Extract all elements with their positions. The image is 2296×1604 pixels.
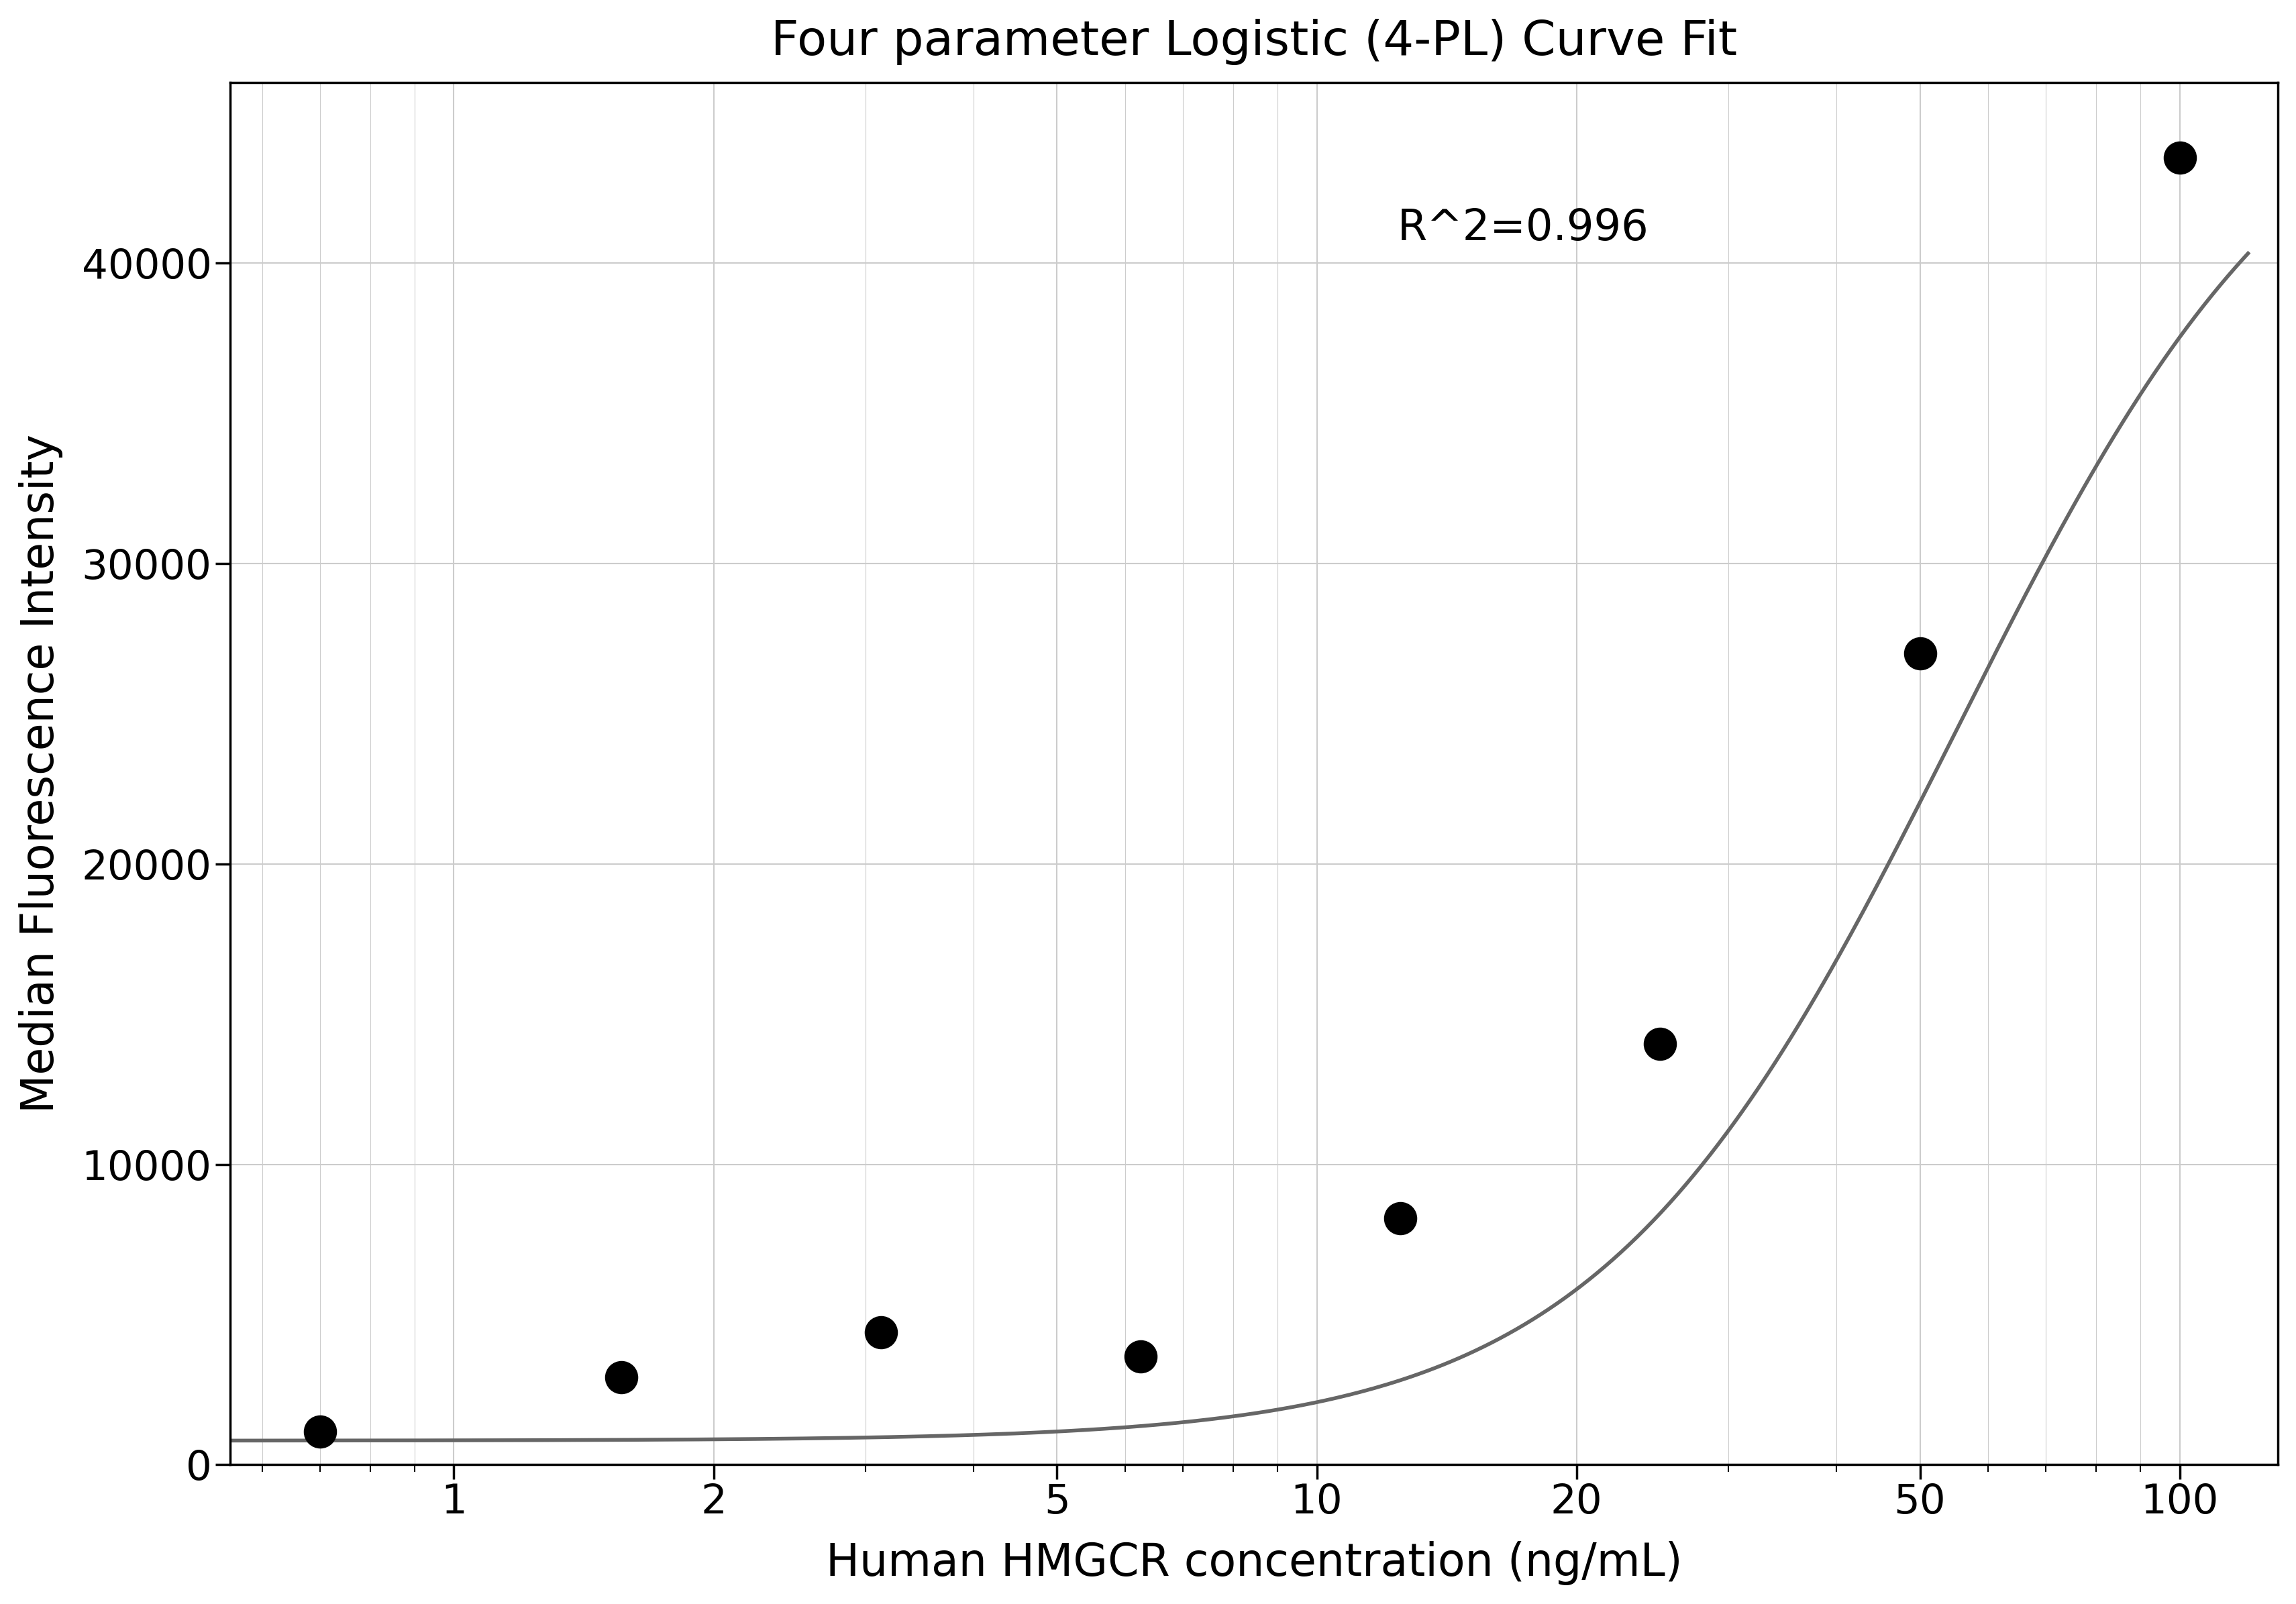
Point (2161, 144, 2197, 170)
Point (863, 1320, 900, 1346)
Point (1642, 1031, 1678, 1057)
Point (1901, 640, 1938, 666)
Point (602, 1365, 638, 1391)
Point (301, 1420, 338, 1445)
Title: Four parameter Logistic (4-PL) Curve Fit: Four parameter Logistic (4-PL) Curve Fit (771, 19, 1736, 64)
Point (1382, 1206, 1419, 1232)
X-axis label: Human HMGCR concentration (ng/mL): Human HMGCR concentration (ng/mL) (824, 1541, 1681, 1585)
Point (1123, 1344, 1159, 1370)
Text: R^2=0.996: R^2=0.996 (1396, 207, 1649, 249)
Y-axis label: Median Fluorescence Intensity: Median Fluorescence Intensity (18, 435, 62, 1113)
